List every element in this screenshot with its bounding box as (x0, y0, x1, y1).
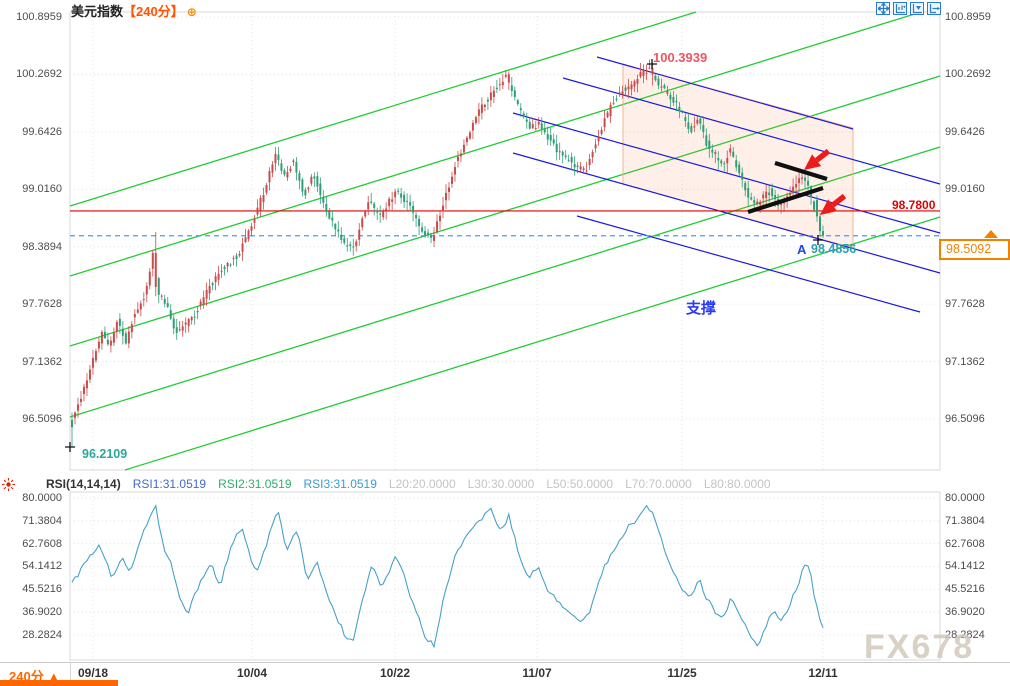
date-tick-label: 10/22 (379, 666, 411, 680)
date-tick-label: 10/04 (236, 666, 268, 680)
rsi-series-label: L50:50.0000 (546, 477, 614, 491)
resistance-line-label: 98.7800 (892, 198, 936, 212)
blue-trendline (596, 56, 854, 130)
instrument-title: 美元指数【240分】 ⊕ (71, 1, 197, 20)
swing-low-label: 98.4856 (811, 242, 857, 256)
red-arrow-icon (820, 199, 838, 215)
rsi-tick-label: 28.2824 (945, 628, 985, 641)
rsi-line (71, 504, 824, 649)
black-trend-segment (774, 160, 828, 182)
price-tick-label: 100.8959 (945, 11, 991, 23)
rsi-series-label: RSI2:31.0519 (218, 477, 292, 491)
price-tick-label: 99.0160 (22, 183, 62, 196)
rsi-series-label: L20:20.0000 (388, 477, 456, 491)
timeframe-tab-underline (0, 680, 118, 686)
green-trendline (69, 11, 922, 277)
rsi-tick-label: 62.7608 (22, 537, 62, 550)
green-trendline (69, 11, 697, 207)
footer-separator (70, 663, 71, 681)
price-tick-label: 100.2692 (16, 68, 62, 81)
black-trend-segment (747, 185, 824, 215)
rsi-tick-label: 71.3804 (22, 514, 62, 527)
time-axis-bar: 240分 ▲ 09/18 10/04 10/22 11/07 11/25 12/11 (0, 662, 1010, 686)
price-tick-label: 98.3894 (22, 240, 62, 253)
rsi-series-label: RSI3:31.0519 (303, 477, 377, 491)
price-tick-label: 96.5096 (22, 413, 62, 425)
date-tick-label: 11/25 (667, 666, 697, 680)
rsi-tick-label: 36.9020 (22, 606, 62, 619)
green-trendline (124, 216, 941, 471)
support-text: 支撑 (686, 300, 717, 317)
last-price-arrow-icon (984, 230, 998, 238)
blue-trendline (512, 152, 941, 274)
rsi-tick-label: 54.1412 (22, 560, 62, 573)
reset-view-icon[interactable] (927, 2, 941, 15)
blue-trendline (512, 112, 941, 234)
price-tick-label: 97.7628 (22, 298, 62, 311)
rsi-plot-border (69, 491, 941, 661)
price-tick-label: 97.1362 (945, 355, 985, 368)
last-price-tag: 98.5092 (939, 239, 1010, 260)
cross-marker (813, 235, 823, 245)
zoom-x-icon[interactable] (893, 2, 907, 15)
timeframe-label: 【240分】 (123, 4, 184, 19)
zoom-y-icon[interactable] (910, 2, 924, 15)
price-tick-label: 96.5096 (945, 413, 985, 425)
main-plot-border (69, 11, 941, 471)
cross-marker (647, 59, 657, 69)
rsi-tick-label: 54.1412 (945, 560, 985, 573)
rsi-tick-label: 28.2824 (22, 628, 62, 641)
rsi-series-label: RSI1:31.0519 (132, 477, 207, 491)
blue-trendline (576, 215, 921, 313)
date-tick-label: 11/07 (522, 666, 552, 680)
price-tick-label: 100.2692 (945, 68, 991, 81)
add-indicator-icon[interactable]: ⊕ (186, 5, 197, 19)
chart-toolbar (876, 2, 941, 15)
instrument-name: 美元指数 (71, 4, 124, 19)
start-low-label: 96.2109 (82, 447, 128, 461)
price-tick-label: 97.7628 (945, 298, 985, 311)
rsi-tick-label: 62.7608 (945, 537, 985, 550)
watermark: FX678 (864, 628, 975, 666)
rsi-tick-label: 80.0000 (22, 492, 62, 504)
red-arrow-shaft (814, 148, 831, 163)
red-arrow-icon (804, 154, 822, 170)
rsi-series-label: L70:70.0000 (625, 477, 692, 491)
rsi-params-row: RSI(14,14,14) RSI1:31.0519 RSI2:31.0519 RS… (46, 477, 771, 491)
price-tick-label: 99.6426 (22, 125, 62, 138)
red-arrow-shaft (830, 193, 847, 208)
rsi-tick-label: 80.0000 (945, 492, 985, 504)
cross-marker (65, 442, 75, 452)
date-tick-label: 12/11 (808, 666, 838, 680)
rsi-series-label: L80:80.0000 (703, 477, 771, 491)
rsi-tick-label: 45.5216 (22, 583, 62, 596)
pan-icon[interactable] (876, 2, 890, 15)
swing-low-marker: A (797, 242, 807, 257)
price-tick-label: 97.1362 (22, 355, 62, 368)
indicator-settings-icon[interactable] (2, 478, 15, 496)
rsi-tick-label: 45.5216 (945, 583, 985, 596)
price-tick-label: 100.8959 (16, 11, 62, 23)
rsi-params-label: RSI(14,14,14) (46, 477, 121, 491)
date-tick-label: 09/18 (77, 666, 109, 680)
rsi-series-label: L30:30.0000 (467, 477, 535, 491)
price-tick-label: 99.6426 (945, 125, 985, 138)
rsi-tick-label: 36.9020 (945, 606, 985, 619)
rsi-tick-label: 71.3804 (945, 514, 985, 527)
price-tick-label: 99.0160 (945, 183, 985, 196)
swing-high-label: 100.3939 (653, 50, 708, 65)
